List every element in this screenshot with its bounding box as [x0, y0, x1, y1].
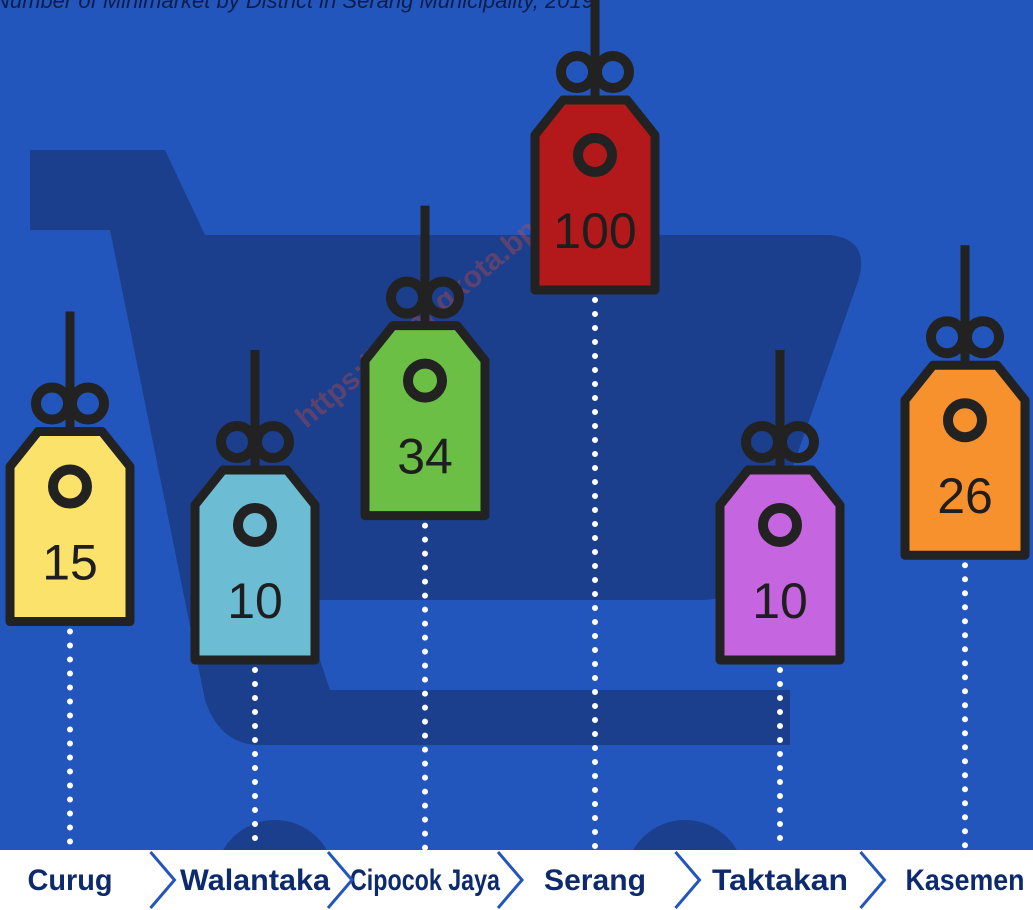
value-label: 100 [553, 203, 636, 259]
category-label: Walantaka [180, 864, 330, 897]
chart: Number of Minimarket by District in Sera… [0, 0, 1033, 910]
price-tag [10, 432, 130, 622]
value-label: 34 [397, 429, 453, 485]
value-label: 15 [42, 535, 98, 591]
value-label: 26 [937, 468, 993, 524]
value-label: 10 [752, 573, 808, 629]
price-tag [905, 365, 1025, 555]
category-label: Curug [28, 864, 113, 897]
price-tag [720, 470, 840, 660]
category-label: Kasemen [906, 864, 1025, 897]
chart-title: Number of Minimarket by District in Sera… [0, 0, 594, 13]
category-label: Cipocok Jaya [350, 864, 500, 897]
tag-hole [948, 403, 982, 437]
tag-hole [763, 508, 797, 542]
tag-hole [408, 364, 442, 398]
tag-hole [578, 138, 612, 172]
price-tag [535, 100, 655, 290]
category-label: Serang [544, 864, 646, 897]
tag-hole [238, 508, 272, 542]
category-label: Taktakan [712, 864, 848, 897]
price-tag [365, 326, 485, 516]
value-label: 10 [227, 573, 283, 629]
price-tag [195, 470, 315, 660]
tag-hole [53, 470, 87, 504]
